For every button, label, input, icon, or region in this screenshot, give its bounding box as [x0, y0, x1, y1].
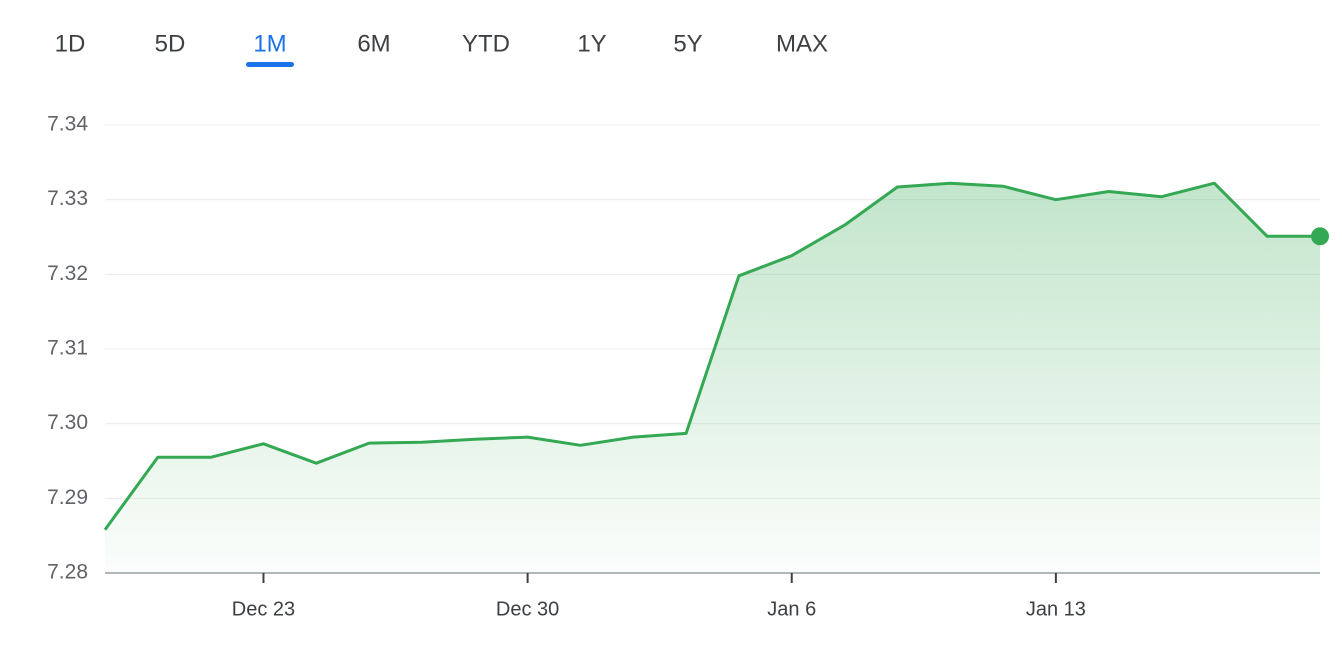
area-fill [105, 183, 1320, 573]
x-tick-label: Jan 6 [767, 598, 816, 620]
x-tick-label: Dec 30 [496, 598, 559, 620]
range-tab[interactable]: 1M [253, 30, 286, 57]
y-tick-label: 7.33 [47, 187, 88, 210]
range-tab[interactable]: YTD [462, 30, 510, 57]
range-tab[interactable]: 6M [357, 30, 390, 57]
range-tab[interactable]: 5Y [673, 30, 702, 57]
y-tick-label: 7.28 [47, 561, 88, 584]
range-tab[interactable]: 5D [155, 30, 186, 57]
x-tick-label: Jan 13 [1026, 598, 1086, 620]
last-point [1311, 227, 1329, 246]
y-tick-label: 7.32 [47, 262, 88, 285]
y-tick-label: 7.29 [47, 486, 88, 509]
y-tick-label: 7.31 [47, 337, 88, 360]
active-tab-indicator [246, 62, 294, 67]
range-tab[interactable]: 1Y [577, 30, 606, 57]
y-tick-label: 7.30 [47, 411, 88, 434]
y-tick-label: 7.34 [47, 113, 88, 136]
x-tick-label: Dec 23 [232, 598, 295, 620]
range-tab[interactable]: MAX [776, 30, 828, 57]
price-line [103, 181, 1320, 531]
range-tab[interactable]: 1D [55, 30, 86, 57]
